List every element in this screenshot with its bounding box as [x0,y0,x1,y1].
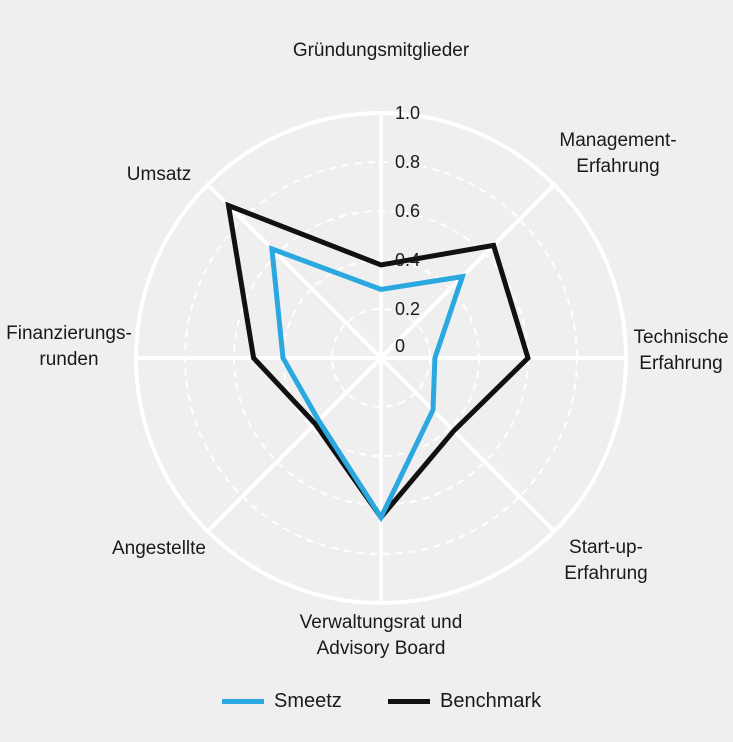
legend-item-smeetz: Smeetz [222,690,342,713]
axis-label-line: Erfahrung [576,156,659,177]
axis-label-line: Technische [633,327,728,348]
axis-label: Angestellte [112,538,206,559]
legend-label-smeetz: Smeetz [274,690,342,712]
legend: Smeetz Benchmark [0,690,733,726]
axis-labels: GründungsmitgliederManagement-ErfahrungT… [6,40,728,659]
grid-spoke [206,183,383,360]
legend-swatch-smeetz [222,699,264,704]
axis-label-line: runden [39,349,98,370]
grid-spoke [379,356,556,533]
chart-grid [134,111,628,605]
grid-spoke [206,356,383,533]
axis-label: Technische Erfahrung [633,327,728,374]
axis-label: Gründungsmitglieder [293,40,470,61]
axis-label: Finanzierungs-runden [6,323,132,370]
tick-label: 0 [395,336,405,356]
axis-label-line: Verwaltungsrat und [300,612,463,633]
axis-label-line: Advisory Board [317,638,446,659]
tick-labels: 1.0 0.8 0.6 0.4 0.2 0 [395,103,420,356]
series-smeetz [269,245,467,523]
axis-label-line: Erfahrung [564,563,647,584]
axis-label-line: Finanzierungs- [6,323,132,344]
legend-item-benchmark: Benchmark [388,690,541,713]
legend-label-benchmark: Benchmark [440,690,542,712]
axis-label-line: Erfahrung [639,353,722,374]
axis-label: Umsatz [127,164,191,185]
axis-label: Start-up- Erfahrung [564,537,647,584]
chart-series [225,201,531,523]
axis-label-line: Angestellte [112,538,206,559]
tick-label: 0.8 [395,152,420,172]
tick-label: 1.0 [395,103,420,123]
axis-label-line: Management- [559,130,676,151]
tick-label: 0.4 [395,250,420,270]
tick-label: 0.2 [395,299,420,319]
axis-label-line: Start-up- [569,537,643,558]
axis-label-line: Gründungsmitglieder [293,40,470,61]
axis-label: Management- Erfahrung [559,130,676,177]
grid-spoke [379,183,556,360]
tick-label: 0.6 [395,201,420,221]
axis-label: Verwaltungsrat und Advisory Board [300,612,463,659]
axis-label-line: Umsatz [127,164,191,185]
legend-swatch-benchmark [388,699,430,704]
